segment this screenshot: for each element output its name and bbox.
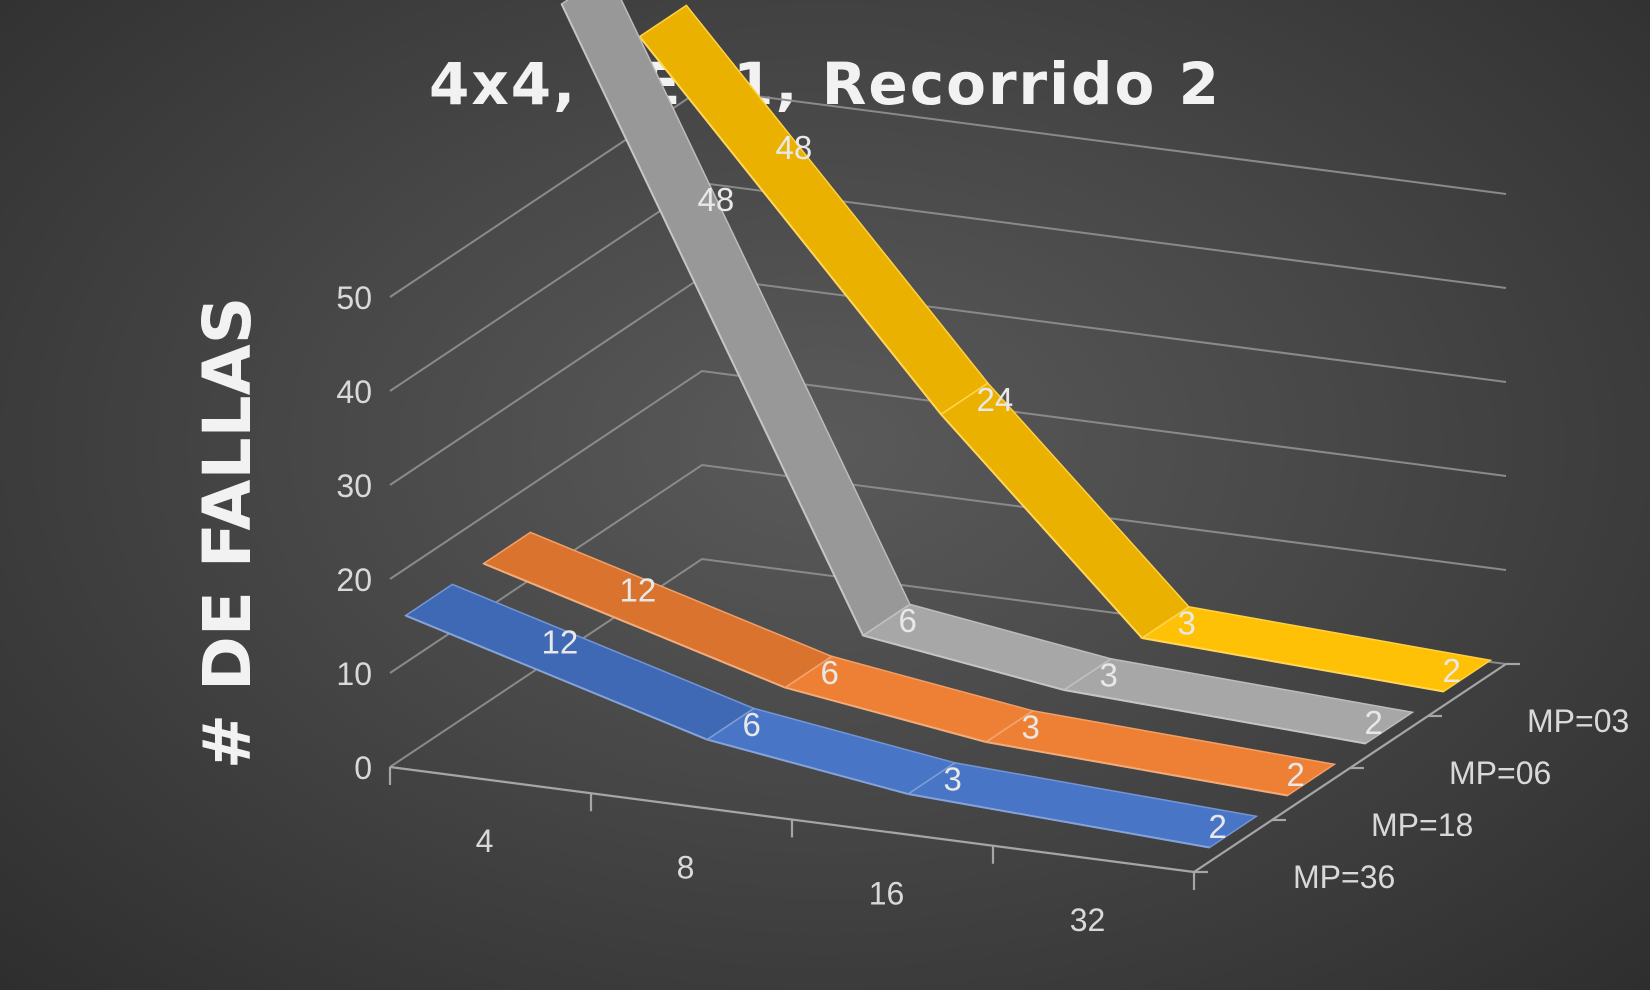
- series-axis-label: MP=06: [1449, 755, 1551, 791]
- data-labels: 48 24 3 2 48 6 3 2 12 6 3 2 12 6 3 2: [542, 129, 1461, 845]
- axes: [388, 662, 1520, 890]
- data-label: 48: [776, 129, 813, 166]
- data-label: 3: [944, 760, 962, 797]
- x-tick-label: 8: [677, 849, 695, 885]
- data-label: 6: [821, 654, 839, 691]
- gridline: [389, 369, 1507, 580]
- y-axis-title: # DE FALLAS: [189, 297, 266, 769]
- series-axis-label: MP=03: [1527, 703, 1629, 739]
- ribbon-segment: [939, 382, 1191, 640]
- series-ribbon: [638, 4, 1493, 693]
- series-ribbons: [404, 0, 1493, 849]
- chart-title: 4x4, TE=1, Recorrido 2: [429, 50, 1221, 118]
- series-ribbon: [482, 531, 1337, 797]
- ribbon-edge: [1141, 637, 1444, 693]
- data-label: 2: [1209, 808, 1227, 845]
- ribbon-joint: [862, 603, 911, 637]
- ribbon-edge: [405, 614, 708, 741]
- data-label: 2: [1365, 704, 1383, 741]
- data-label: 2: [1287, 756, 1305, 793]
- data-label: 6: [743, 706, 761, 743]
- ribbon-edge: [907, 793, 1210, 849]
- data-label: 48: [698, 181, 735, 218]
- ribbon-joint: [1063, 658, 1112, 691]
- series-ribbon: [404, 583, 1259, 849]
- ribbon-joint: [1141, 606, 1190, 639]
- x-tick-label: 16: [869, 876, 905, 912]
- y-tick-label: 30: [336, 468, 372, 504]
- y-tick-label: 20: [336, 562, 372, 598]
- ribbon-edge: [784, 686, 987, 743]
- ribbon-edge: [560, 3, 865, 637]
- data-label: 6: [899, 602, 917, 639]
- data-label: 12: [620, 571, 657, 608]
- series-axis-label: MP=18: [1371, 807, 1473, 843]
- series-ribbon: [560, 0, 1415, 745]
- ribbon-edge: [862, 634, 1065, 691]
- ribbon-edge: [985, 741, 1288, 797]
- ribbon-edge: [638, 35, 942, 415]
- data-label: 3: [1100, 656, 1118, 693]
- y-tick-label: 0: [354, 750, 372, 786]
- data-label: 2: [1443, 652, 1461, 689]
- x-tick-label: 4: [476, 823, 494, 859]
- ribbon-joint: [985, 710, 1034, 743]
- series-axis-label: MP=36: [1293, 859, 1395, 895]
- ribbon-joint: [940, 382, 989, 415]
- data-label: 3: [1178, 604, 1196, 641]
- ribbon-joint: [706, 707, 755, 741]
- ribbon-edge: [483, 562, 786, 689]
- data-label: 12: [542, 623, 579, 660]
- data-label: 3: [1022, 708, 1040, 745]
- ribbon-edge: [1063, 689, 1366, 745]
- ribbon-joint: [784, 655, 833, 689]
- ribbon-edge: [706, 738, 909, 795]
- y-tick-label: 40: [336, 374, 372, 410]
- y-tick-label: 50: [336, 280, 372, 316]
- ribbon-joint: [907, 762, 956, 795]
- y-tick-label: 10: [336, 656, 372, 692]
- ribbon-edge: [940, 413, 1143, 639]
- data-label: 24: [977, 381, 1014, 418]
- x-tick-label: 32: [1070, 902, 1106, 938]
